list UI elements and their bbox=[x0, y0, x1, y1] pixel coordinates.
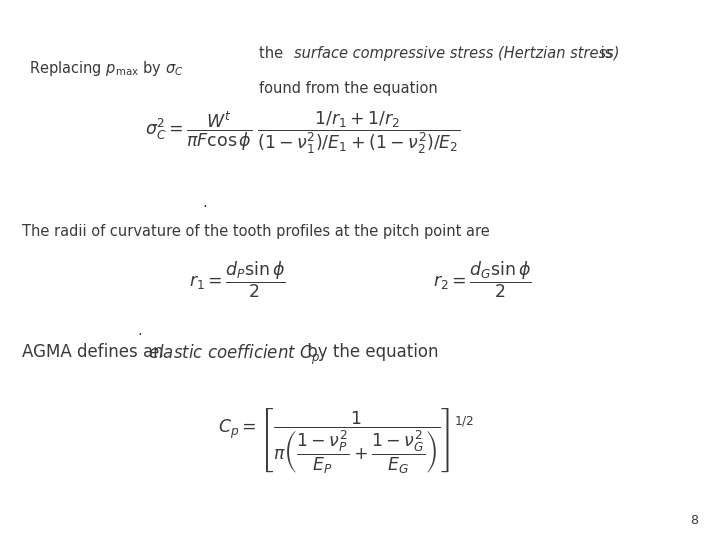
Text: the: the bbox=[259, 46, 292, 61]
Text: $.$: $.$ bbox=[202, 195, 207, 210]
Text: surface compressive stress (Hertzian stress): surface compressive stress (Hertzian str… bbox=[294, 46, 619, 61]
Text: $.$: $.$ bbox=[137, 323, 142, 338]
Text: Replacing $p_{\mathrm{max}}$ by $\sigma_C$: Replacing $p_{\mathrm{max}}$ by $\sigma_… bbox=[29, 59, 184, 78]
Text: by the equation: by the equation bbox=[302, 343, 439, 361]
Text: AGMA defines an: AGMA defines an bbox=[22, 343, 168, 361]
Text: $C_p = \left[ \dfrac{1}{\pi \left( \dfrac{1-\nu_P^2}{E_P} + \dfrac{1-\nu_G^2}{E_: $C_p = \left[ \dfrac{1}{\pi \left( \dfra… bbox=[217, 406, 474, 475]
Text: 8: 8 bbox=[690, 514, 698, 526]
Text: $\sigma_C^2 = \dfrac{W^t}{\pi F \cos \phi} \; \dfrac{1/r_1 + 1/r_2}{(1-\nu_1^2)/: $\sigma_C^2 = \dfrac{W^t}{\pi F \cos \ph… bbox=[145, 109, 460, 156]
Text: $r_2 = \dfrac{d_G \sin\phi}{2}$: $r_2 = \dfrac{d_G \sin\phi}{2}$ bbox=[433, 260, 532, 300]
Text: The radii of curvature of the tooth profiles at the pitch point are: The radii of curvature of the tooth prof… bbox=[22, 224, 490, 239]
Text: $r_1 = \dfrac{d_P \sin\phi}{2}$: $r_1 = \dfrac{d_P \sin\phi}{2}$ bbox=[189, 260, 286, 300]
Text: found from the equation: found from the equation bbox=[259, 81, 438, 96]
Text: elastic coefficient $C_p$: elastic coefficient $C_p$ bbox=[148, 343, 320, 367]
Text: is: is bbox=[596, 46, 613, 61]
